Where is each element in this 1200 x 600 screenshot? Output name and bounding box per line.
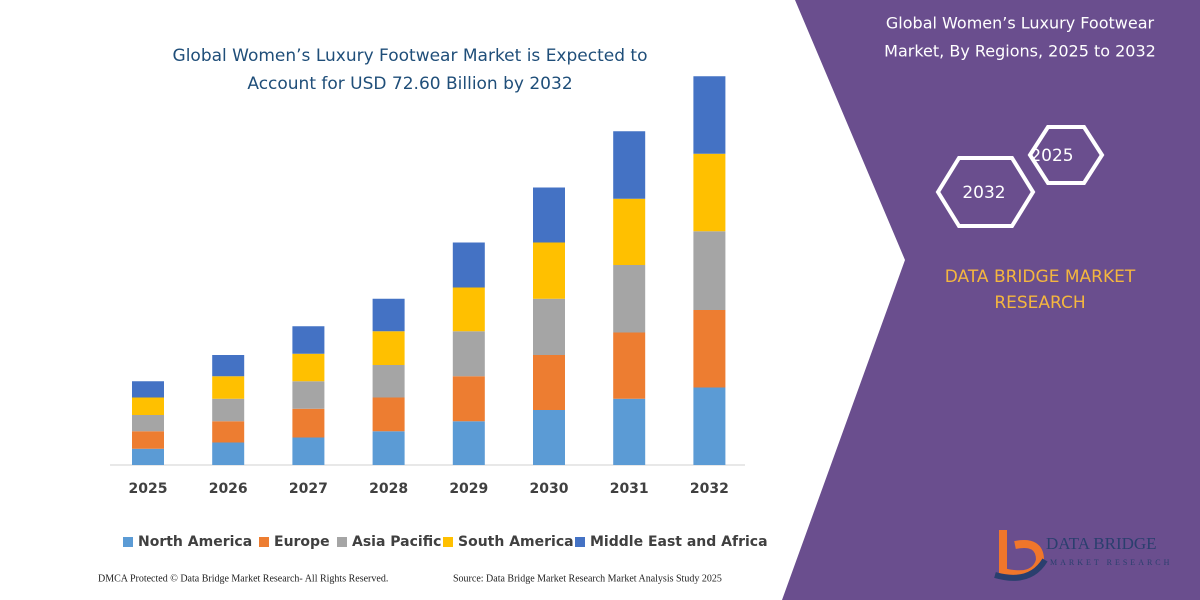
bar-segment — [132, 431, 164, 449]
footer-note: DMCA Protected © Data Bridge Market Rese… — [98, 573, 388, 584]
bar-segment — [533, 355, 565, 410]
bar-segment — [292, 353, 325, 382]
legend-swatch — [337, 537, 347, 547]
bar-segment — [533, 242, 565, 299]
legend-label: Middle East and Africa — [590, 534, 768, 550]
hexagon — [1027, 125, 1105, 185]
bar-segment — [533, 298, 565, 355]
logo-text: DATA BRIDGE — [1046, 534, 1157, 553]
bar-segment — [132, 397, 164, 415]
bar-segment — [292, 408, 325, 438]
bar-segment — [452, 376, 485, 422]
bar-segment — [693, 387, 726, 465]
bar-segment — [533, 187, 565, 243]
bar-segment — [212, 398, 245, 422]
bar-segment — [613, 398, 646, 465]
bar-segment — [292, 437, 325, 465]
bar-segment — [132, 381, 164, 398]
logo-mark — [999, 530, 1045, 579]
bar-segment — [212, 421, 245, 443]
bar-segment — [372, 298, 405, 332]
bar-segment — [613, 332, 646, 399]
legend-swatch — [259, 537, 269, 547]
x-tick-label: 2031 — [610, 481, 649, 497]
bar-segment — [533, 410, 565, 465]
panel-title: Market, By Regions, 2025 to 2032 — [884, 42, 1156, 61]
legend-label: Europe — [274, 534, 330, 550]
bar-segment — [372, 365, 405, 398]
bar-segment — [693, 76, 726, 154]
x-tick-label: 2025 — [129, 481, 168, 497]
bar-segment — [212, 442, 245, 465]
logo-text: MARKET RESEARCH — [1050, 558, 1172, 567]
x-tick-label: 2027 — [289, 481, 328, 497]
x-tick-label: 2032 — [690, 481, 729, 497]
bar-segment — [132, 448, 164, 465]
bar-segment — [372, 397, 405, 432]
bar-segment — [212, 355, 245, 377]
bar-segment — [452, 331, 485, 377]
x-tick-label: 2029 — [449, 481, 488, 497]
x-tick-label: 2028 — [369, 481, 408, 497]
bar-segment — [693, 153, 726, 232]
bar-segment — [292, 326, 325, 354]
bar-segment — [613, 198, 646, 265]
legend-label: North America — [138, 534, 252, 550]
bar-segment — [212, 376, 245, 399]
hexagon — [935, 156, 1036, 228]
bar-segment — [693, 231, 726, 310]
logo-mark — [994, 558, 1048, 581]
legend-swatch — [443, 537, 453, 547]
hexagon-label: 2025 — [1030, 146, 1073, 166]
bar-segment — [132, 415, 164, 432]
brand: DATA BRIDGE MARKET — [945, 267, 1136, 287]
legend-label: Asia Pacific — [352, 534, 441, 550]
footer-source: Source: Data Bridge Market Research Mark… — [453, 573, 722, 584]
x-tick-label: 2030 — [530, 481, 569, 497]
bar-segment — [452, 287, 485, 332]
legend-swatch — [575, 537, 585, 547]
bar-segment — [613, 265, 646, 333]
side-panel — [782, 0, 1200, 600]
legend-swatch — [123, 537, 133, 547]
bar-segment — [372, 431, 405, 465]
bar-segment — [452, 421, 485, 465]
x-tick-label: 2026 — [209, 481, 248, 497]
brand: RESEARCH — [994, 293, 1085, 313]
chart-title: Account for USD 72.60 Billion by 2032 — [247, 74, 572, 94]
bar-segment — [613, 131, 646, 199]
bar-segment — [292, 381, 325, 409]
bar-segment — [452, 242, 485, 288]
bar-segment — [693, 310, 726, 388]
panel-title: Global Women’s Luxury Footwear — [886, 14, 1155, 33]
bar-segment — [372, 331, 405, 365]
chart-title: Global Women’s Luxury Footwear Market is… — [173, 46, 648, 66]
hexagon-label: 2032 — [962, 183, 1005, 203]
legend-label: South America — [458, 534, 574, 550]
